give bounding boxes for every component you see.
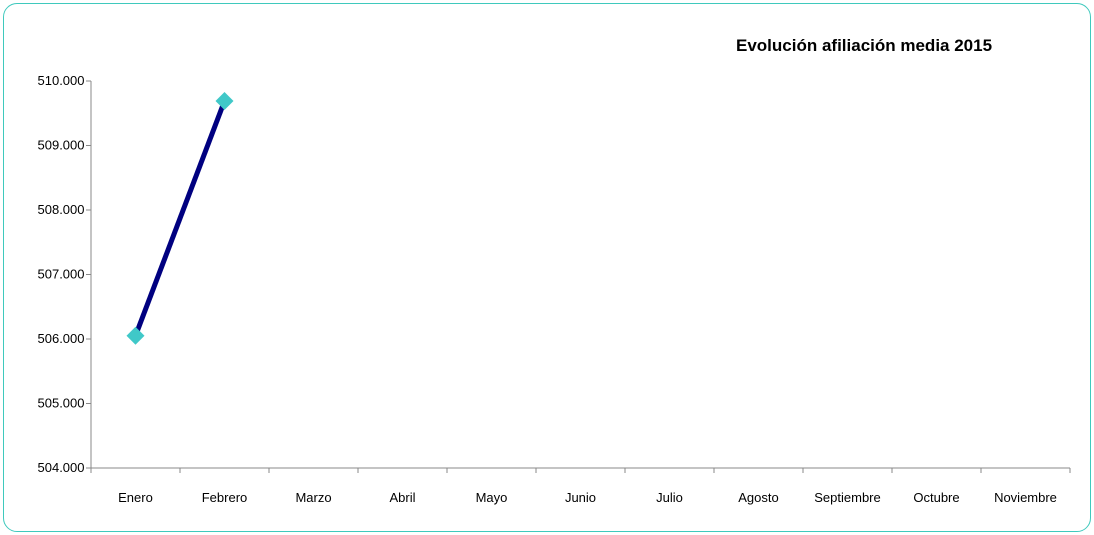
chart-frame xyxy=(3,3,1091,532)
x-tick-label: Febrero xyxy=(202,490,248,505)
y-tick-label: 510.000 xyxy=(38,73,85,88)
y-tick-label: 507.000 xyxy=(38,267,85,282)
y-tick-label: 505.000 xyxy=(38,396,85,411)
y-tick-label: 509.000 xyxy=(38,138,85,153)
x-tick-label: Mayo xyxy=(476,490,508,505)
chart-title: Evolución afiliación media 2015 xyxy=(736,36,993,55)
x-tick-label: Octubre xyxy=(913,490,959,505)
x-tick-label: Marzo xyxy=(295,490,331,505)
series-line xyxy=(133,100,227,337)
x-tick-label: Septiembre xyxy=(814,490,880,505)
x-tick-label: Agosto xyxy=(738,490,778,505)
y-tick-label: 506.000 xyxy=(38,331,85,346)
x-tick-label: Noviembre xyxy=(994,490,1057,505)
y-tick-label: 508.000 xyxy=(38,202,85,217)
data-point-marker xyxy=(126,326,145,345)
data-point-marker xyxy=(215,91,234,110)
x-tick-label: Enero xyxy=(118,490,153,505)
x-tick-label: Julio xyxy=(656,490,683,505)
y-tick-label: 504.000 xyxy=(38,460,85,475)
x-tick-label: Abril xyxy=(389,490,415,505)
x-tick-label: Junio xyxy=(565,490,596,505)
